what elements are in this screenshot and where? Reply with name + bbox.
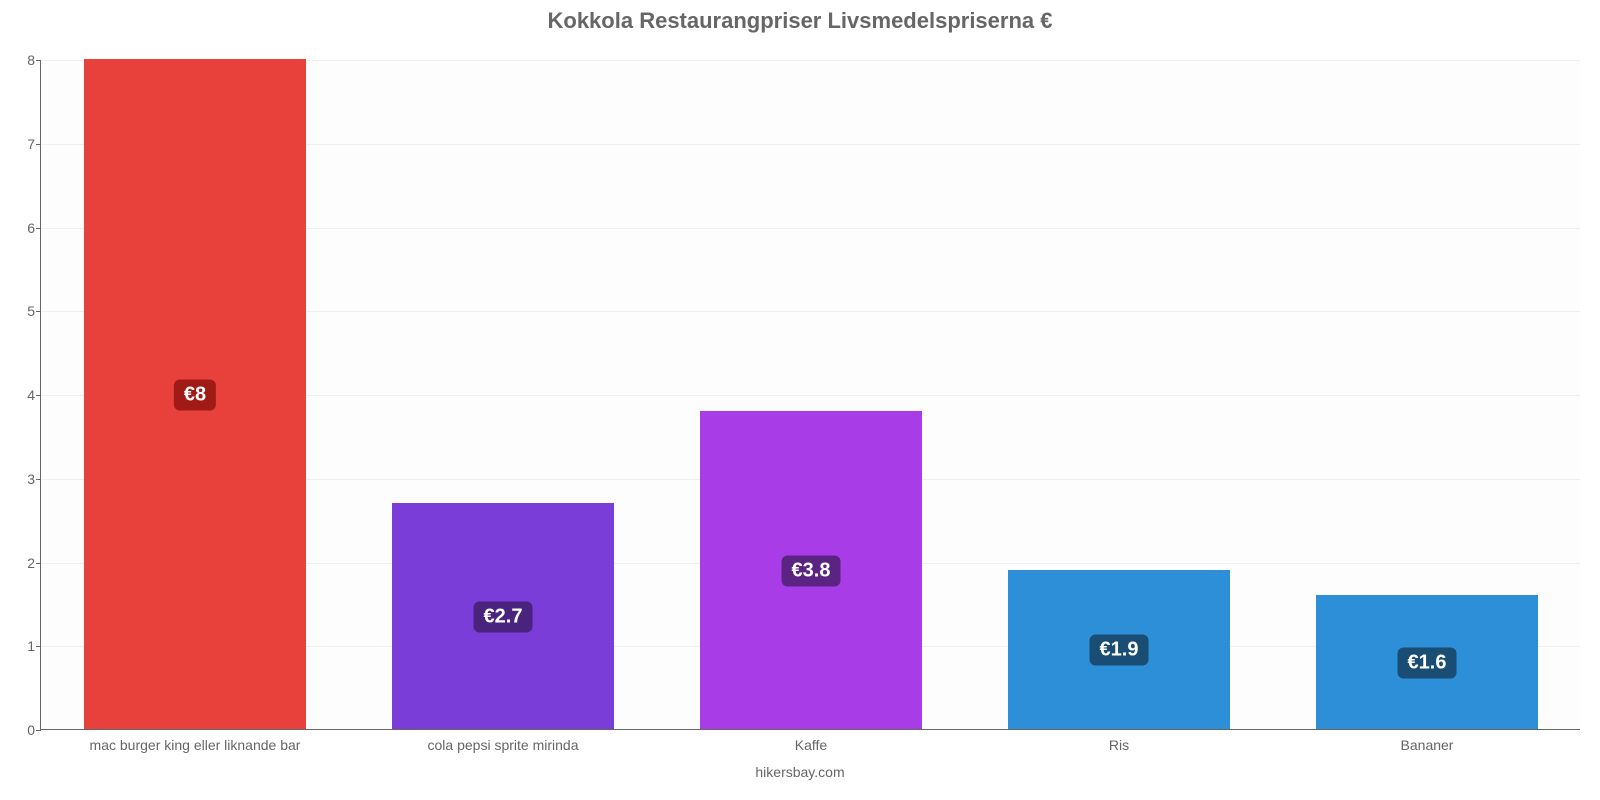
- ytick-label: 4: [11, 387, 41, 403]
- ytick-label: 7: [11, 136, 41, 152]
- ytick-label: 3: [11, 471, 41, 487]
- xtick-label: Kaffe: [795, 737, 827, 753]
- bar-value-label: €1.6: [1398, 648, 1457, 679]
- bar-value-label: €8: [174, 380, 216, 411]
- ytick-label: 8: [11, 52, 41, 68]
- plot-area: 012345678€8mac burger king eller liknand…: [40, 60, 1580, 730]
- ytick-label: 6: [11, 220, 41, 236]
- xtick-label: mac burger king eller liknande bar: [90, 737, 301, 753]
- bar-value-label: €3.8: [782, 555, 841, 586]
- ytick-label: 1: [11, 638, 41, 654]
- bar-value-label: €2.7: [474, 601, 533, 632]
- xtick-label: Bananer: [1401, 737, 1454, 753]
- chart-container: Kokkola Restaurangpriser Livsmedelsprise…: [0, 0, 1600, 800]
- ytick-label: 2: [11, 555, 41, 571]
- bar-value-label: €1.9: [1090, 635, 1149, 666]
- chart-attribution: hikersbay.com: [0, 764, 1600, 780]
- chart-title: Kokkola Restaurangpriser Livsmedelsprise…: [0, 8, 1600, 34]
- xtick-label: cola pepsi sprite mirinda: [428, 737, 579, 753]
- xtick-label: Ris: [1109, 737, 1129, 753]
- ytick-label: 5: [11, 303, 41, 319]
- ytick-label: 0: [11, 722, 41, 738]
